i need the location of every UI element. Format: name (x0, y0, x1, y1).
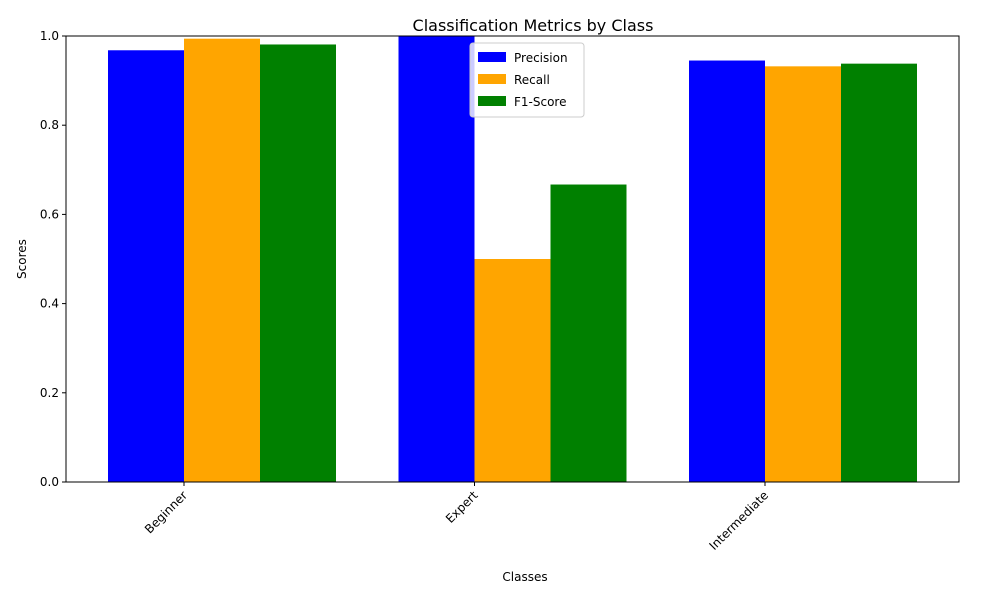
bar-f1-score-expert (550, 184, 627, 482)
legend-label: Recall (514, 73, 550, 87)
y-tick-label: 0.2 (40, 386, 59, 400)
y-axis-label: Scores (15, 239, 29, 279)
bar-precision-beginner (108, 50, 184, 482)
bar-recall-expert (474, 259, 551, 482)
y-tick-label: 0.6 (40, 207, 59, 221)
legend-label: F1-Score (514, 95, 566, 109)
x-tick-label: Beginner (142, 488, 190, 536)
y-tick-label: 0.0 (40, 475, 59, 489)
bar-f1-score-intermediate (841, 63, 917, 482)
y-tick-label: 0.8 (40, 118, 59, 132)
plot-frame (65, 35, 960, 483)
x-axis: Beginner Expert Intermediate (142, 482, 771, 553)
x-tick-label: Expert (443, 488, 481, 526)
bar-precision-intermediate (689, 60, 765, 482)
y-tick-label: 1.0 (40, 29, 59, 43)
chart-title: Classification Metrics by Class (413, 16, 654, 35)
legend-label: Precision (514, 51, 568, 65)
y-axis: 0.0 0.2 0.4 0.6 0.8 1.0 (40, 29, 66, 489)
x-axis-label: Classes (502, 570, 547, 584)
bar-recall-intermediate (765, 66, 841, 482)
legend-swatch (478, 96, 506, 106)
x-tick-label: Intermediate (706, 488, 771, 553)
legend-swatch (478, 52, 506, 62)
legend-swatch (478, 74, 506, 84)
bars-group (108, 36, 917, 483)
bar-f1-score-beginner (260, 44, 336, 482)
legend: Precision Recall F1-Score (469, 42, 585, 118)
y-tick-label: 0.4 (40, 297, 59, 311)
bar-recall-beginner (184, 38, 260, 483)
bar-precision-expert (398, 36, 475, 482)
